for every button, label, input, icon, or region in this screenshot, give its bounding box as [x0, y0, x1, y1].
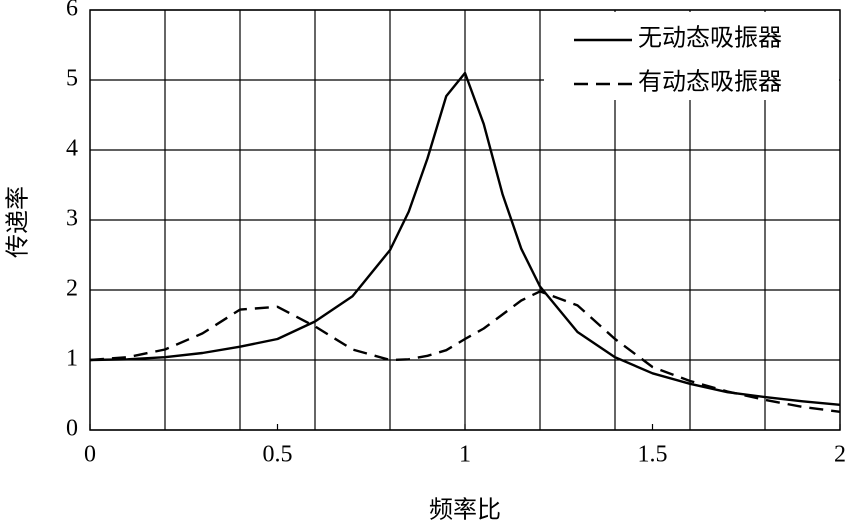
- x-tick-label: 0.5: [263, 442, 293, 468]
- plot-frame: [89, 9, 841, 431]
- legend-label: 无动态吸振器: [638, 25, 782, 52]
- y-tick-label: 0: [66, 416, 78, 442]
- data-line: [89, 71, 841, 406]
- y-axis-label: 传递率: [5, 186, 32, 258]
- legend-label: 有动态吸振器: [638, 69, 782, 96]
- x-tick-label: 2: [834, 442, 846, 468]
- y-tick-label: 6: [66, 0, 78, 22]
- x-tick-label: 1: [459, 442, 471, 468]
- x-tick-label: 0: [84, 442, 96, 468]
- data-line: [89, 290, 841, 413]
- y-tick-label: 4: [66, 136, 78, 162]
- y-tick-label: 3: [66, 206, 78, 232]
- y-tick-label: 2: [66, 276, 78, 302]
- y-tick-label: 5: [66, 66, 78, 92]
- x-axis-label: 频率比: [429, 497, 501, 524]
- y-tick-label: 1: [66, 346, 78, 372]
- legend-box: [544, 12, 839, 100]
- x-tick-label: 1.5: [638, 442, 668, 468]
